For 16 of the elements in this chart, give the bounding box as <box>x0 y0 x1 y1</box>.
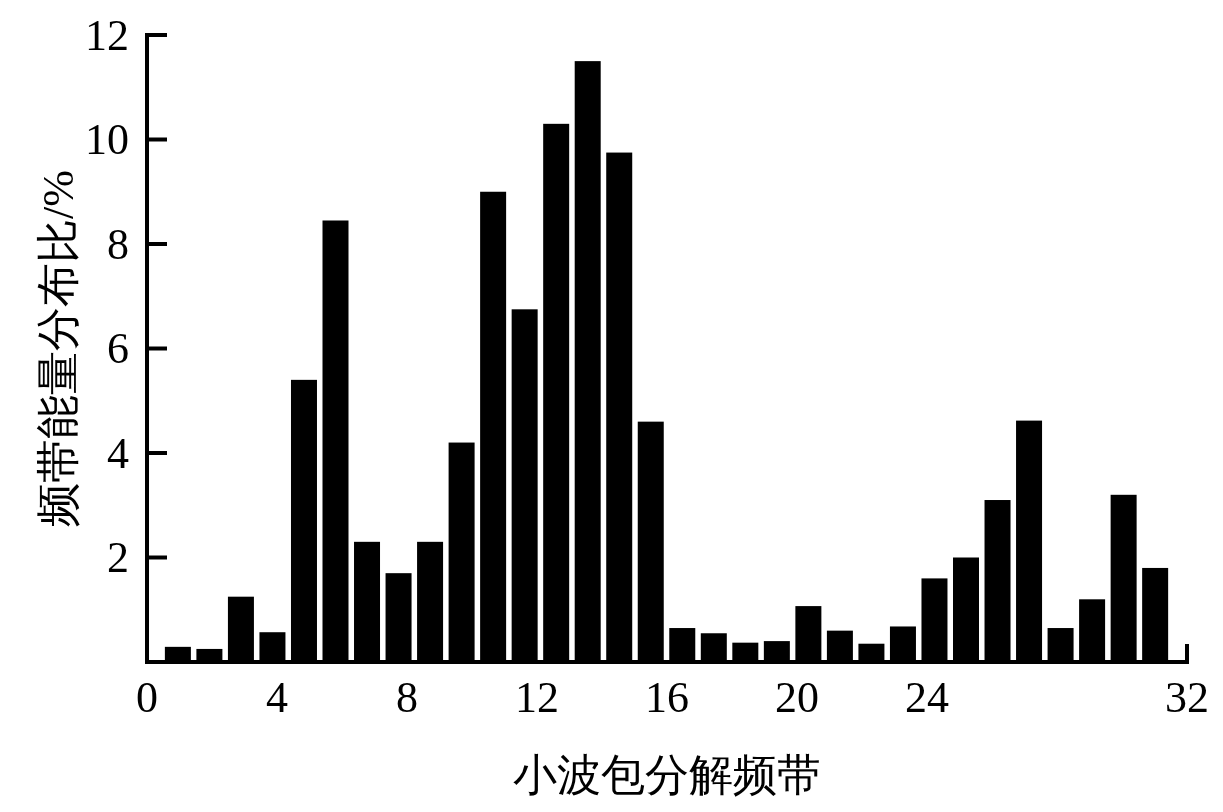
x-tick-label: 4 <box>266 673 288 722</box>
x-tick-label: 16 <box>645 673 689 722</box>
x-tick-label: 24 <box>905 673 949 722</box>
x-tick-label: 8 <box>396 673 418 722</box>
y-tick-label: 8 <box>107 219 129 269</box>
y-tick-label: 4 <box>107 428 129 478</box>
y-tick-label: 2 <box>107 533 129 582</box>
x-tick-label: 0 <box>136 673 158 722</box>
y-axis-title: 频带能量分布比/% <box>33 170 83 527</box>
x-axis-title: 小波包分解频带 <box>513 751 821 800</box>
y-tick-label: 12 <box>85 10 129 60</box>
x-tick-label: 20 <box>775 673 819 722</box>
y-tick-label: 10 <box>85 115 129 164</box>
x-tick-label: 12 <box>515 673 559 722</box>
x-tick-label: 32 <box>1165 673 1209 722</box>
y-tick-label: 6 <box>107 324 129 373</box>
